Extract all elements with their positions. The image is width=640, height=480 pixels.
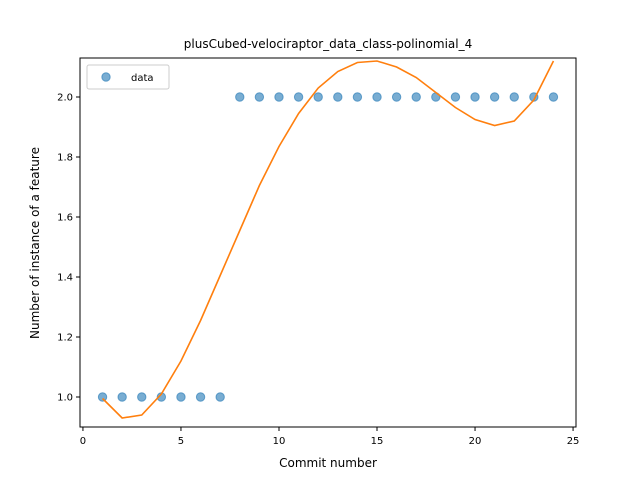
x-tick-label: 0 [80, 436, 86, 447]
data-point [235, 92, 245, 102]
y-tick-label: 2.0 [57, 93, 73, 104]
y-tick-label: 1.0 [57, 393, 73, 404]
legend: data [86, 64, 170, 90]
fit-line [101, 60, 555, 419]
y-tick-label: 1.2 [57, 333, 73, 344]
data-point [372, 92, 382, 102]
data-point [293, 92, 304, 102]
data-point [97, 392, 108, 402]
data-point [489, 92, 500, 102]
data-point [195, 392, 206, 402]
data-point [117, 392, 127, 402]
legend-marker [101, 72, 111, 82]
data-point [274, 92, 284, 102]
data-point [333, 92, 343, 102]
legend-label: data [131, 73, 154, 84]
x-axis: 0 5 10 15 20 25 [80, 427, 580, 447]
plot-area [79, 57, 577, 428]
data-point [470, 92, 480, 102]
y-tick-label: 1.8 [57, 153, 73, 164]
x-tick-label: 5 [178, 436, 184, 447]
data-point [215, 392, 225, 402]
data-point [509, 92, 519, 102]
x-tick-label: 10 [273, 436, 286, 447]
data-point [352, 92, 363, 102]
data-point [176, 392, 186, 402]
y-axis: 1.0 1.2 1.4 1.6 1.8 2.0 [57, 93, 80, 404]
x-tick-label: 15 [371, 436, 384, 447]
x-tick-label: 25 [567, 436, 580, 447]
y-tick-label: 1.6 [57, 213, 73, 224]
data-point [450, 92, 461, 102]
y-tick-label: 1.4 [57, 273, 73, 284]
plot-frame [79, 57, 577, 428]
x-axis-label: Commit number [279, 456, 377, 470]
data-point [391, 92, 402, 102]
chart-title: plusCubed-velociraptor_data_class-polino… [184, 37, 472, 51]
legend-box [86, 64, 170, 90]
data-point [548, 92, 559, 102]
data-point [137, 392, 147, 402]
data-point [411, 92, 421, 102]
data-point [313, 92, 323, 102]
data-point [254, 92, 265, 102]
x-tick-label: 20 [469, 436, 482, 447]
y-axis-label: Number of instance of a feature [28, 147, 42, 339]
